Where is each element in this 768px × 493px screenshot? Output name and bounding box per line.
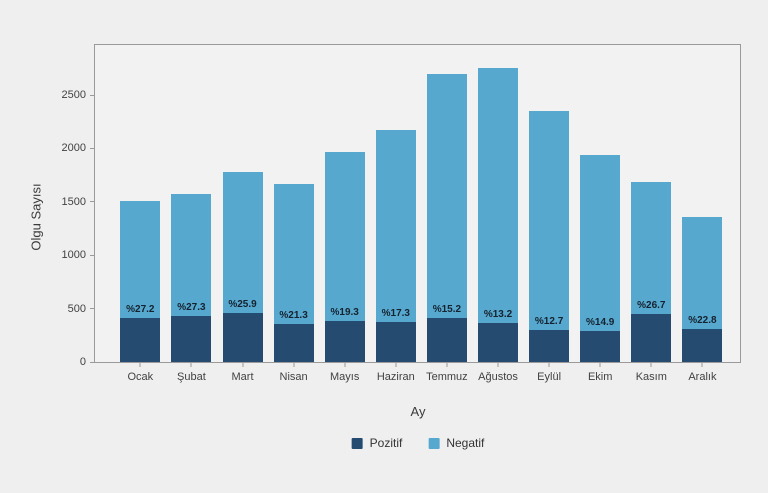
x-tick-mark <box>190 362 192 367</box>
y-tick-label: 1500 <box>61 195 86 208</box>
segment-pozitif <box>171 316 212 362</box>
x-tick-label: Temmuz <box>426 371 468 383</box>
bar-percentage-label: %27.3 <box>177 302 206 314</box>
segment-negatif <box>120 200 161 319</box>
legend: Pozitif Negatif <box>351 436 484 450</box>
x-tick-label: Mayıs <box>330 371 360 383</box>
legend-label: Pozitif <box>369 436 403 450</box>
bar-percentage-label: %19.3 <box>330 307 359 319</box>
x-tick-label: Ağustos <box>478 371 518 383</box>
segment-pozitif <box>682 328 723 362</box>
segment-pozitif <box>120 318 161 362</box>
x-tick-mark <box>650 362 652 367</box>
y-axis-title: Olgu Sayısı <box>28 183 44 251</box>
x-tick-mark <box>497 362 499 367</box>
legend-item-pozitif[interactable]: Pozitif <box>351 436 403 450</box>
y-tick-mark <box>90 147 95 149</box>
segment-pozitif <box>529 329 570 362</box>
x-tick-mark <box>548 362 550 367</box>
bar-percentage-label: %21.3 <box>279 310 308 322</box>
y-tick-mark <box>90 361 95 363</box>
y-tick-label: 1000 <box>61 249 86 262</box>
segment-negatif <box>631 182 672 314</box>
legend-label: Negatif <box>446 436 485 450</box>
x-tick-label: Ekim <box>587 371 613 383</box>
bar-mart: %25.9 <box>222 172 263 362</box>
bar-ekim: %14.9 <box>580 154 621 362</box>
legend-swatch-negatif <box>428 437 440 449</box>
bar-percentage-label: %13.2 <box>483 309 513 321</box>
bar-percentage-label: %17.3 <box>381 307 410 319</box>
x-tick-mark <box>395 362 397 367</box>
bar-percentage-label: %12.7 <box>534 315 564 327</box>
segment-pozitif <box>273 324 314 362</box>
bar-percentage-label: %25.9 <box>228 298 257 310</box>
segment-pozitif <box>324 321 365 362</box>
bar-percentage-label: %26.7 <box>637 299 666 311</box>
x-tick-mark <box>701 362 703 367</box>
legend-swatch-pozitif <box>351 437 363 449</box>
segment-negatif <box>273 184 314 325</box>
y-tick-mark <box>90 308 95 310</box>
y-tick-label: 500 <box>67 302 86 315</box>
x-tick-label: Haziran <box>376 371 415 383</box>
x-tick-label: Aralık <box>688 371 717 383</box>
bar-kasım: %26.7 <box>631 182 672 362</box>
bar-temmuz: %15.2 <box>426 73 467 362</box>
x-tick-mark <box>344 362 346 367</box>
segment-pozitif <box>222 312 263 362</box>
legend-item-negatif[interactable]: Negatif <box>428 436 484 450</box>
x-tick-label: Kasım <box>635 371 667 383</box>
bar-percentage-label: %27.2 <box>126 304 155 316</box>
x-tick-mark <box>242 362 243 367</box>
y-tick-label: 2000 <box>61 142 86 155</box>
segment-pozitif <box>426 318 467 362</box>
segment-pozitif <box>375 321 416 362</box>
y-tick-mark <box>90 201 95 203</box>
x-tick-label: Nisan <box>279 371 308 383</box>
plot-area: 0 500 1000 1500 2000 2500 %27.2 Ocak %27.3 Şubat%… <box>62 44 741 383</box>
segment-negatif <box>171 193 212 317</box>
x-tick-mark <box>293 362 295 367</box>
x-tick-label: Ocak <box>127 371 154 383</box>
bar-şubat: %27.3 <box>171 193 212 362</box>
bar-ağustos: %13.2 <box>478 67 518 362</box>
x-axis-title: Ay <box>410 404 426 419</box>
bar-percentage-label: %22.8 <box>688 314 717 326</box>
x-tick-label: Eylül <box>537 371 562 383</box>
segment-negatif <box>580 154 621 332</box>
x-tick-mark <box>446 362 448 367</box>
x-tick-mark <box>139 362 141 367</box>
bar-aralık: %22.8 <box>682 216 723 362</box>
bar-mayıs: %19.3 <box>324 151 365 362</box>
segment-negatif <box>222 172 263 313</box>
bar-percentage-label: %14.9 <box>586 317 615 329</box>
segment-negatif <box>426 73 467 319</box>
x-tick-mark <box>599 362 601 367</box>
bar-haziran: %17.3 <box>375 130 416 362</box>
segment-negatif <box>529 110 570 330</box>
y-tick-mark <box>90 94 95 96</box>
segment-negatif <box>682 216 723 329</box>
bar-ocak: %27.2 <box>120 200 161 362</box>
segment-negatif <box>478 67 518 324</box>
x-tick-label: Mart <box>231 371 254 383</box>
segment-negatif <box>324 151 365 322</box>
bar-nisan: %21.3 <box>273 184 314 362</box>
y-tick-label: 0 <box>79 356 86 368</box>
y-tick-mark <box>90 254 95 256</box>
segment-pozitif <box>478 323 518 362</box>
segment-pozitif <box>580 331 621 362</box>
bar-eylül: %12.7 <box>529 110 570 362</box>
bar-percentage-label: %15.2 <box>432 304 462 316</box>
y-tick-label: 2500 <box>61 89 86 102</box>
segment-pozitif <box>631 313 672 362</box>
x-tick-label: Şubat <box>177 371 206 383</box>
segment-negatif <box>375 130 416 322</box>
